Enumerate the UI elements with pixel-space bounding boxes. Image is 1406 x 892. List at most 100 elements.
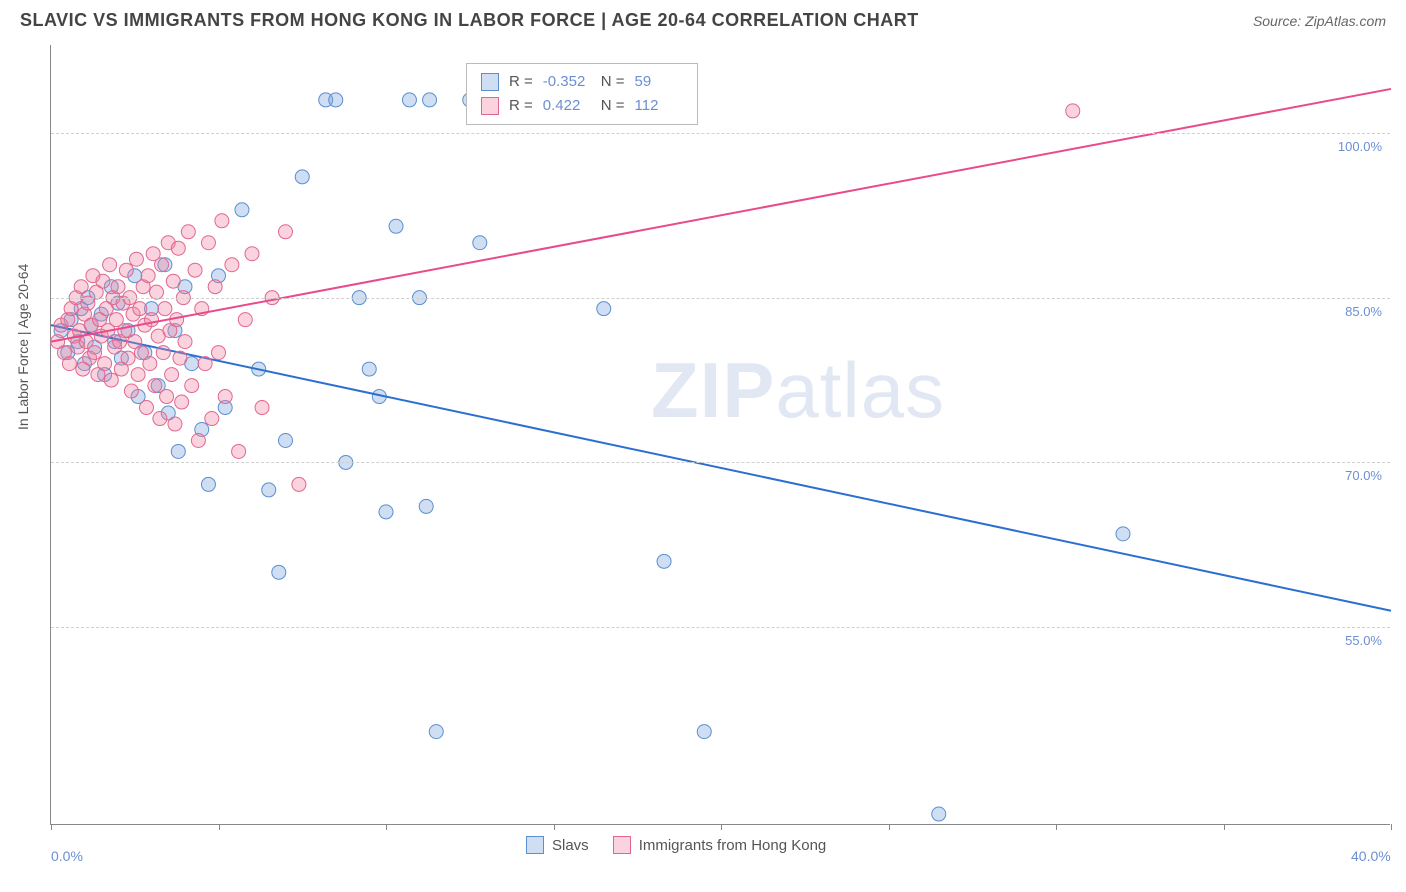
scatter-point [160,390,174,404]
scatter-point [218,390,232,404]
scatter-point [402,93,416,107]
stats-row-hk: R = 0.422 N = 112 [481,94,683,118]
legend-swatch-slavs [526,836,544,854]
scatter-point [158,302,172,316]
scatter-point [419,499,433,513]
scatter-point [88,346,102,360]
scatter-point [657,554,671,568]
y-axis-title: In Labor Force | Age 20-64 [15,264,31,430]
scatter-point [201,236,215,250]
scatter-point [124,384,138,398]
stat-n-label: N = [601,70,625,94]
scatter-point [185,379,199,393]
scatter-point [141,269,155,283]
legend-item-hk: Immigrants from Hong Kong [613,836,827,854]
scatter-svg [51,45,1390,824]
scatter-point [279,225,293,239]
stats-row-slavs: R = -0.352 N = 59 [481,70,683,94]
stat-n-label: N = [601,94,625,118]
scatter-point [168,417,182,431]
scatter-point [208,280,222,294]
trend-line [51,89,1391,342]
scatter-point [429,725,443,739]
scatter-point [238,313,252,327]
scatter-point [148,379,162,393]
scatter-point [292,477,306,491]
x-tick [1056,824,1057,830]
scatter-point [215,214,229,228]
scatter-point [205,412,219,426]
scatter-point [156,346,170,360]
scatter-point [178,335,192,349]
scatter-point [473,236,487,250]
stat-r-hk: 0.422 [543,94,591,118]
y-tick-label: 55.0% [1345,633,1382,648]
legend-label-hk: Immigrants from Hong Kong [639,837,827,854]
stat-n-hk: 112 [635,94,683,118]
swatch-hk [481,97,499,115]
x-tick [51,824,52,830]
scatter-point [139,401,153,415]
scatter-point [173,351,187,365]
y-tick-label: 70.0% [1345,468,1382,483]
scatter-point [143,357,157,371]
gridline-h [51,298,1390,299]
chart-plot-area: ZIPatlas R = -0.352 N = 59 R = 0.422 N =… [50,45,1390,825]
scatter-point [597,302,611,316]
x-tick-label: 0.0% [51,848,83,864]
scatter-point [212,346,226,360]
scatter-point [181,225,195,239]
scatter-point [198,357,212,371]
gridline-h [51,462,1390,463]
stat-r-label: R = [509,94,533,118]
scatter-point [171,241,185,255]
scatter-point [232,444,246,458]
scatter-point [932,807,946,821]
scatter-point [1116,527,1130,541]
scatter-point [153,412,167,426]
scatter-point [74,280,88,294]
x-tick [1391,824,1392,830]
y-tick-label: 85.0% [1345,304,1382,319]
scatter-point [188,263,202,277]
x-tick [889,824,890,830]
scatter-point [118,324,132,338]
legend-item-slavs: Slavs [526,836,589,854]
scatter-point [235,203,249,217]
scatter-point [295,170,309,184]
scatter-point [131,368,145,382]
x-tick [554,824,555,830]
correlation-stats-box: R = -0.352 N = 59 R = 0.422 N = 112 [466,63,698,125]
scatter-point [272,565,286,579]
gridline-h [51,627,1390,628]
x-tick-label: 40.0% [1351,848,1391,864]
x-tick [219,824,220,830]
scatter-point [119,263,133,277]
swatch-slavs [481,73,499,91]
scatter-point [62,357,76,371]
scatter-point [103,258,117,272]
gridline-h [51,133,1390,134]
scatter-point [255,401,269,415]
scatter-point [1066,104,1080,118]
scatter-point [96,274,110,288]
legend-swatch-hk [613,836,631,854]
scatter-point [98,357,112,371]
stat-r-slavs: -0.352 [543,70,591,94]
scatter-point [389,219,403,233]
source-attribution: Source: ZipAtlas.com [1253,13,1386,29]
scatter-point [191,433,205,447]
scatter-point [279,433,293,447]
scatter-point [129,252,143,266]
scatter-point [111,280,125,294]
scatter-point [262,483,276,497]
scatter-point [171,444,185,458]
scatter-point [329,93,343,107]
chart-title: SLAVIC VS IMMIGRANTS FROM HONG KONG IN L… [20,10,919,31]
scatter-point [697,725,711,739]
stat-r-label: R = [509,70,533,94]
scatter-point [121,351,135,365]
scatter-point [225,258,239,272]
legend-label-slavs: Slavs [552,837,589,854]
scatter-point [166,274,180,288]
